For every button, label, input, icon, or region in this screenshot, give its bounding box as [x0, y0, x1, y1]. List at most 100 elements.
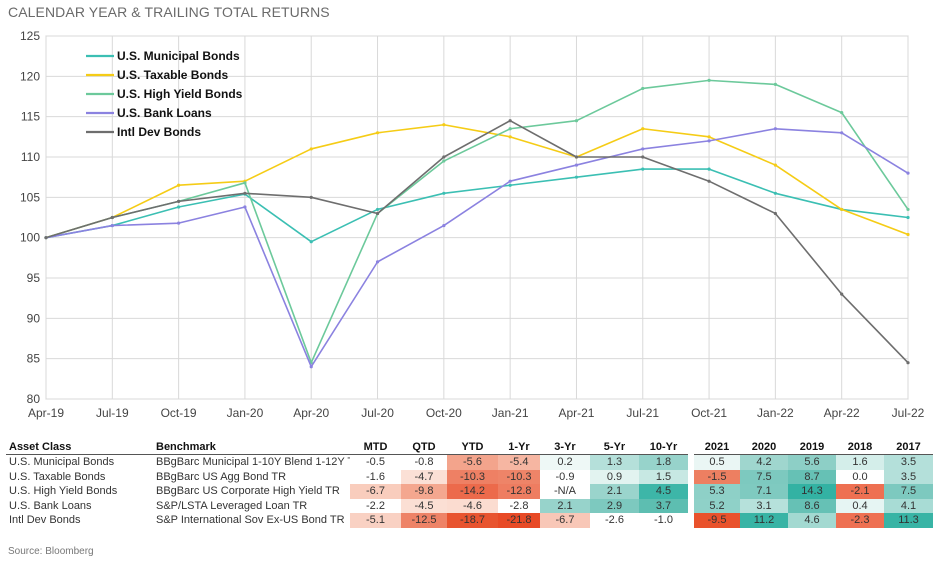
series-line-1	[45, 123, 909, 239]
trailing-table-cell: U.S. Taxable Bonds	[9, 470, 106, 483]
data-point	[177, 221, 181, 225]
trailing-table-header: QTD	[401, 441, 447, 455]
y-tick-label: 85	[27, 352, 41, 366]
data-point	[442, 191, 446, 195]
trailing-table-cell: 2.9	[590, 498, 639, 513]
data-point	[641, 86, 645, 91]
data-point	[707, 139, 711, 143]
trailing-table-cell: -2.8	[498, 498, 540, 513]
data-point	[641, 167, 645, 171]
calendar-table-cell: -2.3	[836, 513, 884, 528]
trailing-table-cell: 1.8	[639, 454, 688, 470]
table-row: 0.5 4.2 5.6 1.6 3.5	[694, 454, 933, 470]
data-point	[906, 171, 910, 175]
x-tick-label: Apr-19	[28, 406, 64, 420]
y-tick-label: 125	[20, 29, 40, 43]
trailing-table-header: Benchmark	[153, 441, 350, 455]
data-point	[508, 135, 512, 139]
trailing-table-cell: -1.6	[350, 469, 401, 484]
data-point	[574, 155, 579, 159]
trailing-table-cell: -4.7	[401, 469, 447, 484]
y-tick-label: 90	[27, 311, 41, 325]
trailing-table-cell: -9.8	[401, 484, 447, 499]
trailing-table-cell: 1.5	[639, 469, 688, 484]
data-point	[375, 131, 380, 135]
trailing-table-cell: U.S. Municipal Bonds	[9, 456, 115, 469]
trailing-table-cell: BBgBarc Municipal 1-10Y Blend 1-12Y TR	[156, 456, 350, 469]
trailing-table-header: 10-Yr	[639, 441, 688, 455]
trailing-table-cell: -10.3	[498, 469, 540, 484]
table-row: U.S. Bank Loans S&P/LSTA Leveraged Loan T…	[6, 498, 688, 513]
data-point	[707, 135, 711, 139]
data-point	[906, 215, 910, 220]
data-point	[840, 131, 844, 135]
source-note: Source: Bloomberg	[8, 546, 94, 557]
data-point	[309, 365, 313, 369]
calendar-table-cell: 4.6	[788, 513, 836, 528]
y-axis: 80 85 90 95 100 105 110 115 120 125	[20, 29, 40, 406]
data-point	[508, 119, 512, 123]
trailing-table-cell: Intl Dev Bonds	[9, 514, 81, 527]
data-point	[641, 127, 645, 131]
table-row: -1.5 7.5 8.7 0.0 3.5	[694, 469, 933, 484]
calendar-table-header: 2019	[788, 441, 836, 455]
data-point	[243, 181, 247, 185]
data-point	[375, 207, 380, 212]
trailing-table-header: YTD	[447, 441, 498, 455]
table-row: 5.3 7.1 14.3 -2.1 7.5	[694, 484, 933, 499]
table-row: U.S. High Yield Bonds BBgBarc US Corporat…	[6, 484, 688, 499]
series-line-2	[45, 79, 909, 364]
legend-label: Intl Dev Bonds	[117, 125, 201, 139]
calendar-table-cell: -9.5	[694, 513, 740, 528]
x-tick-label: Jul-21	[626, 406, 659, 420]
series-line-3	[45, 127, 909, 368]
calendar-table-header: 2020	[740, 441, 788, 455]
trailing-table-header: 1-Yr	[498, 441, 540, 455]
table-row: U.S. Municipal Bonds BBgBarc Municipal 1-…	[6, 454, 688, 470]
line-chart: 80 85 90 95 100 105 110 115 120 125 Apr-19 Jul-19 O…	[20, 29, 925, 420]
data-point	[707, 167, 711, 171]
trailing-table-cell: -12.8	[498, 484, 540, 499]
data-point	[906, 207, 910, 212]
data-point	[906, 361, 910, 365]
x-tick-label: Jan-21	[492, 406, 529, 420]
data-point	[773, 163, 777, 167]
trailing-table-cell: U.S. High Yield Bonds	[9, 485, 118, 498]
calendar-table-cell: 11.2	[740, 513, 788, 528]
y-tick-label: 105	[20, 190, 40, 204]
data-point	[574, 163, 579, 167]
trailing-table-cell: 1.3	[590, 454, 639, 470]
trailing-table-cell: S&P International Sov Ex-US Bond TR	[156, 514, 345, 527]
legend-label: U.S. Municipal Bonds	[117, 49, 240, 63]
trailing-table-cell: -2.2	[350, 498, 401, 513]
trailing-table-cell: -21.8	[498, 513, 540, 528]
trailing-table-cell: 2.1	[590, 484, 639, 499]
trailing-table-cell: 3.7	[639, 498, 688, 513]
x-tick-label: Oct-19	[161, 406, 197, 420]
data-point	[840, 207, 844, 212]
data-point	[442, 159, 446, 163]
data-point	[641, 155, 645, 159]
calendar-year-returns-table: 2021 2020 2019 2018 2017 0.5 4.2 5.6 1.6 3.5 -1.5…	[694, 441, 933, 528]
data-point	[707, 179, 711, 183]
trailing-table-cell: -0.5	[350, 454, 401, 470]
data-point	[840, 111, 844, 115]
data-point	[906, 232, 910, 237]
data-point	[110, 223, 114, 228]
trailing-table-cell: -0.8	[401, 454, 447, 470]
calendar-table-cell: 0.5	[694, 454, 740, 470]
calendar-table-cell: 14.3	[788, 484, 836, 499]
calendar-table-cell: 1.6	[836, 454, 884, 470]
x-tick-label: Jan-22	[757, 406, 794, 420]
legend-label: U.S. High Yield Bonds	[117, 87, 243, 101]
calendar-table-cell: 7.5	[740, 469, 788, 484]
trailing-table-header: 3-Yr	[540, 441, 590, 455]
data-point	[773, 211, 777, 216]
calendar-table-cell: -2.1	[836, 484, 884, 499]
x-tick-label: Apr-22	[824, 406, 860, 420]
data-point	[110, 215, 114, 220]
trailing-table-cell: U.S. Bank Loans	[9, 499, 92, 512]
data-point	[375, 211, 380, 216]
trailing-table-cell: -18.7	[447, 513, 498, 528]
x-tick-label: Jul-19	[96, 406, 129, 420]
